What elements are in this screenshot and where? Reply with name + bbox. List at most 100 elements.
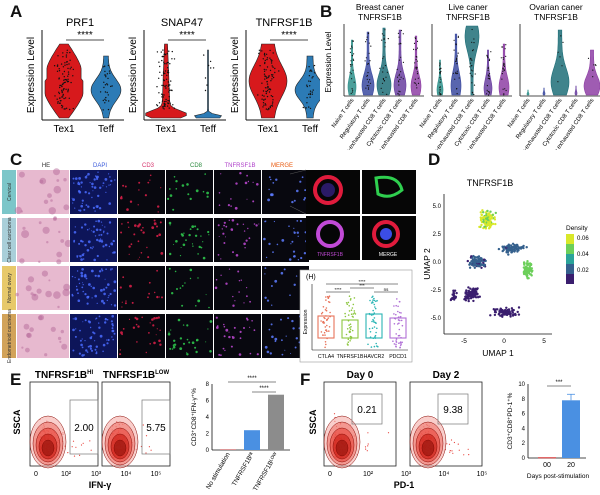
point xyxy=(168,89,171,92)
box-point xyxy=(354,313,357,315)
box-point xyxy=(352,316,354,318)
umap-point xyxy=(526,260,529,263)
point xyxy=(210,67,212,69)
signal-dot xyxy=(89,347,92,350)
signal-dot xyxy=(83,354,85,356)
point xyxy=(104,65,106,67)
point xyxy=(353,53,355,55)
signal-dot xyxy=(232,251,234,254)
point xyxy=(272,101,274,103)
signal-dot xyxy=(121,223,123,225)
signal-dot xyxy=(138,189,140,191)
umap-point xyxy=(465,289,468,292)
signal-dot xyxy=(182,324,185,326)
he-texture xyxy=(60,239,65,243)
umap-point xyxy=(469,297,473,300)
flow-dot xyxy=(366,450,368,452)
point xyxy=(502,68,504,70)
signal-dot xyxy=(243,242,246,246)
point xyxy=(204,89,207,92)
point xyxy=(381,39,383,41)
point xyxy=(58,77,60,79)
signal-dot xyxy=(191,225,195,228)
he-texture xyxy=(44,353,48,357)
he-texture xyxy=(59,340,62,343)
point xyxy=(163,53,165,56)
point xyxy=(367,81,370,83)
point xyxy=(264,98,266,100)
signal-dot xyxy=(235,254,239,257)
inset-cell-red xyxy=(313,175,343,205)
point xyxy=(352,69,354,71)
signal-dot xyxy=(103,230,105,233)
point xyxy=(165,87,167,89)
umap-point xyxy=(479,217,483,221)
flow-dot xyxy=(446,443,448,445)
signal-dot xyxy=(113,289,116,292)
umap-point xyxy=(518,246,522,249)
box-point xyxy=(399,342,402,344)
y-tick: 8 xyxy=(522,397,526,403)
point xyxy=(156,86,158,88)
umap-point xyxy=(475,293,478,296)
box-point xyxy=(393,343,396,345)
box-point xyxy=(320,331,323,333)
signal-dot xyxy=(223,323,225,326)
box-point xyxy=(325,296,327,298)
signal-dot xyxy=(291,200,294,204)
point xyxy=(266,89,269,92)
signal-dot xyxy=(204,173,206,175)
point xyxy=(163,101,166,103)
point xyxy=(369,82,372,84)
signal-dot xyxy=(180,233,183,236)
point xyxy=(382,78,385,80)
umap-point xyxy=(507,253,510,256)
point xyxy=(369,60,371,62)
signal-dot xyxy=(304,197,306,199)
box-point xyxy=(344,312,346,315)
point xyxy=(310,69,312,71)
point xyxy=(486,89,488,91)
signal-dot xyxy=(194,346,197,349)
signal-dot xyxy=(74,207,76,209)
point xyxy=(456,57,458,59)
umap-point xyxy=(525,273,529,276)
inset-cell-merge xyxy=(372,220,400,248)
he-texture xyxy=(25,347,30,353)
point xyxy=(268,88,270,90)
zoom-insets: TNFRSF1B MERGE xyxy=(306,170,416,260)
signal-dot xyxy=(223,242,226,244)
signal-dot xyxy=(158,233,161,236)
signal-dot xyxy=(180,247,182,248)
connector-line xyxy=(289,205,307,215)
signal-dot xyxy=(87,345,90,348)
signal-dot xyxy=(195,189,199,193)
box-point xyxy=(352,313,355,315)
signal-dot xyxy=(228,335,231,339)
point xyxy=(264,78,266,80)
point xyxy=(417,82,420,84)
legend-title: Density xyxy=(566,225,588,232)
point xyxy=(503,65,505,67)
point xyxy=(474,73,476,75)
flow-dot xyxy=(150,449,152,451)
point xyxy=(486,54,488,56)
point xyxy=(261,82,263,84)
umap-point xyxy=(499,307,502,310)
box-point xyxy=(375,322,377,325)
box-point xyxy=(398,311,401,314)
point xyxy=(439,81,441,83)
box-category-label: CTLA4 xyxy=(318,354,334,360)
signal-dot xyxy=(142,226,144,229)
signal-dot xyxy=(273,220,275,223)
umap-point xyxy=(513,249,517,252)
point xyxy=(65,54,68,56)
point xyxy=(265,104,267,106)
box-point xyxy=(350,325,352,328)
signal-dot xyxy=(128,226,130,228)
point xyxy=(263,99,265,101)
point xyxy=(383,56,385,58)
point xyxy=(105,96,107,99)
point xyxy=(169,63,171,65)
